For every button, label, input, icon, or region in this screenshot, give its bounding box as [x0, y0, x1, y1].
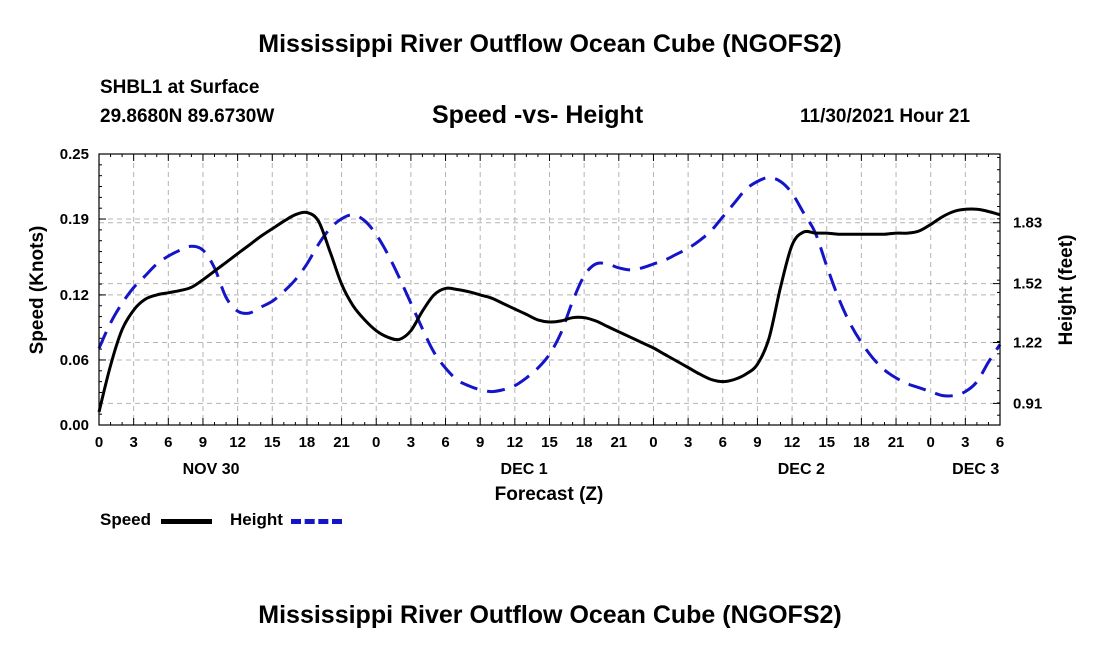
grid [99, 154, 1000, 425]
station-coords: 29.8680N 89.6730W [100, 106, 275, 127]
x-tick-label: 18 [853, 434, 870, 451]
x-tick-label: 6 [441, 434, 449, 451]
x-tick-label: 3 [684, 434, 692, 451]
x-day-label: DEC 1 [501, 461, 548, 478]
legend-speed-label: Speed [100, 510, 152, 529]
x-tick-label: 6 [164, 434, 172, 451]
x-tick-label: 12 [507, 434, 524, 451]
chart-title: Mississippi River Outflow Ocean Cube (NG… [258, 30, 842, 58]
legend-height-label: Height [230, 510, 283, 529]
x-day-label: NOV 30 [183, 461, 240, 478]
x-tick-label: 9 [476, 434, 484, 451]
legend-height-swatch [291, 519, 342, 524]
x-tick-label: 15 [818, 434, 835, 451]
y2-tick-label: 1.22 [1013, 335, 1042, 352]
x-tick-label: 21 [610, 434, 627, 451]
y2-tick-label: 1.83 [1013, 215, 1042, 232]
x-tick-label: 9 [199, 434, 207, 451]
x-tick-label: 18 [576, 434, 593, 451]
x-tick-label: 12 [784, 434, 801, 451]
y-tick-label: 0.25 [60, 146, 89, 163]
y-tick-label: 0.00 [60, 417, 89, 434]
x-day-label: DEC 3 [952, 461, 999, 478]
x-tick-label: 12 [229, 434, 246, 451]
y-tick-label: 0.12 [60, 287, 89, 304]
x-tick-label: 0 [927, 434, 935, 451]
height-series [97, 176, 1002, 398]
footer-title: Mississippi River Outflow Ocean Cube (NG… [258, 601, 842, 629]
legend-speed-swatch [161, 519, 212, 524]
height-line [97, 176, 1002, 398]
x-tick-label: 6 [719, 434, 727, 451]
y-tick-label: 0.06 [60, 352, 89, 369]
x-tick-label: 3 [407, 434, 415, 451]
x-tick-label: 21 [333, 434, 350, 451]
x-tick-label: 15 [264, 434, 281, 451]
speed-series [97, 207, 1001, 413]
y-axis-title: Speed (Knots) [27, 226, 48, 355]
x-tick-label: 3 [129, 434, 137, 451]
forecast-timestamp: 11/30/2021 Hour 21 [800, 106, 971, 127]
x-tick-label: 3 [961, 434, 969, 451]
x-day-label: DEC 2 [778, 461, 825, 478]
x-tick-label: 15 [541, 434, 558, 451]
x-tick-label: 21 [888, 434, 905, 451]
x-tick-label: 0 [372, 434, 380, 451]
y2-tick-label: 0.91 [1013, 395, 1042, 412]
x-tick-label: 0 [649, 434, 657, 451]
ticks [98, 153, 1001, 426]
chart-subtitle: Speed -vs- Height [432, 101, 644, 129]
y-tick-label: 0.19 [60, 211, 89, 228]
y2-axis-title: Height (feet) [1056, 235, 1077, 346]
x-tick-label: 0 [95, 434, 103, 451]
x-tick-label: 18 [299, 434, 316, 451]
station-label: SHBL1 at Surface [100, 77, 260, 98]
x-axis-title: Forecast (Z) [495, 484, 604, 505]
speed-line [97, 207, 1001, 413]
x-tick-label: 9 [753, 434, 761, 451]
y2-tick-label: 1.52 [1013, 276, 1042, 293]
x-tick-label: 6 [996, 434, 1004, 451]
axis-labels: 0 3 6 9 12 15 18 21 0 3 6 9 12 15 18 21 0 3 6 9 12 15 18 21 0 3 6N… [27, 146, 1077, 505]
